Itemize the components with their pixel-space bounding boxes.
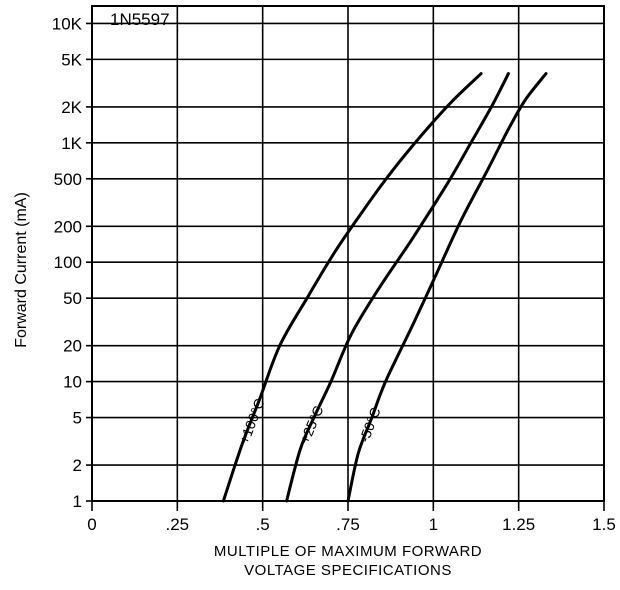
x-tick-label: 1.25 (502, 515, 535, 534)
x-tick-label: 0 (87, 515, 96, 534)
y-tick-label: 10K (52, 14, 83, 33)
x-tick-label: 1 (429, 515, 438, 534)
x-tick-label: 1.5 (592, 515, 616, 534)
curve-layer (221, 72, 548, 503)
y-tick-label: 200 (54, 217, 82, 236)
y-tick-label: 5 (73, 409, 82, 428)
y-tick-label: 2 (73, 456, 82, 475)
chart-title: 1N5597 (110, 10, 170, 29)
y-tick-label: 1 (73, 492, 82, 511)
x-tick-label: .25 (166, 515, 190, 534)
y-tick-label: 100 (54, 253, 82, 272)
y-tick-label: 1K (61, 134, 82, 153)
series-line (221, 72, 483, 503)
y-tick-label: 50 (63, 289, 82, 308)
series-line (285, 72, 510, 503)
series-label: -50°C (356, 405, 384, 444)
y-tick-label: 5K (61, 50, 82, 69)
y-tick-label: 20 (63, 337, 82, 356)
y-tick-label: 500 (54, 170, 82, 189)
series-line (346, 72, 548, 503)
y-axis-title: Forward Current (mA) (13, 192, 30, 348)
y-tick-label: 2K (61, 98, 82, 117)
x-tick-label: .75 (336, 515, 360, 534)
series-label: +25°C (296, 403, 326, 446)
grid-layer (86, 6, 605, 511)
x-axis-title-line-1: MULTIPLE OF MAXIMUM FORWARD (214, 543, 482, 560)
x-tick-label: .5 (256, 515, 270, 534)
y-tick-label: 10 (63, 373, 82, 392)
x-axis-title-line-2: VOLTAGE SPECIFICATIONS (244, 562, 452, 579)
